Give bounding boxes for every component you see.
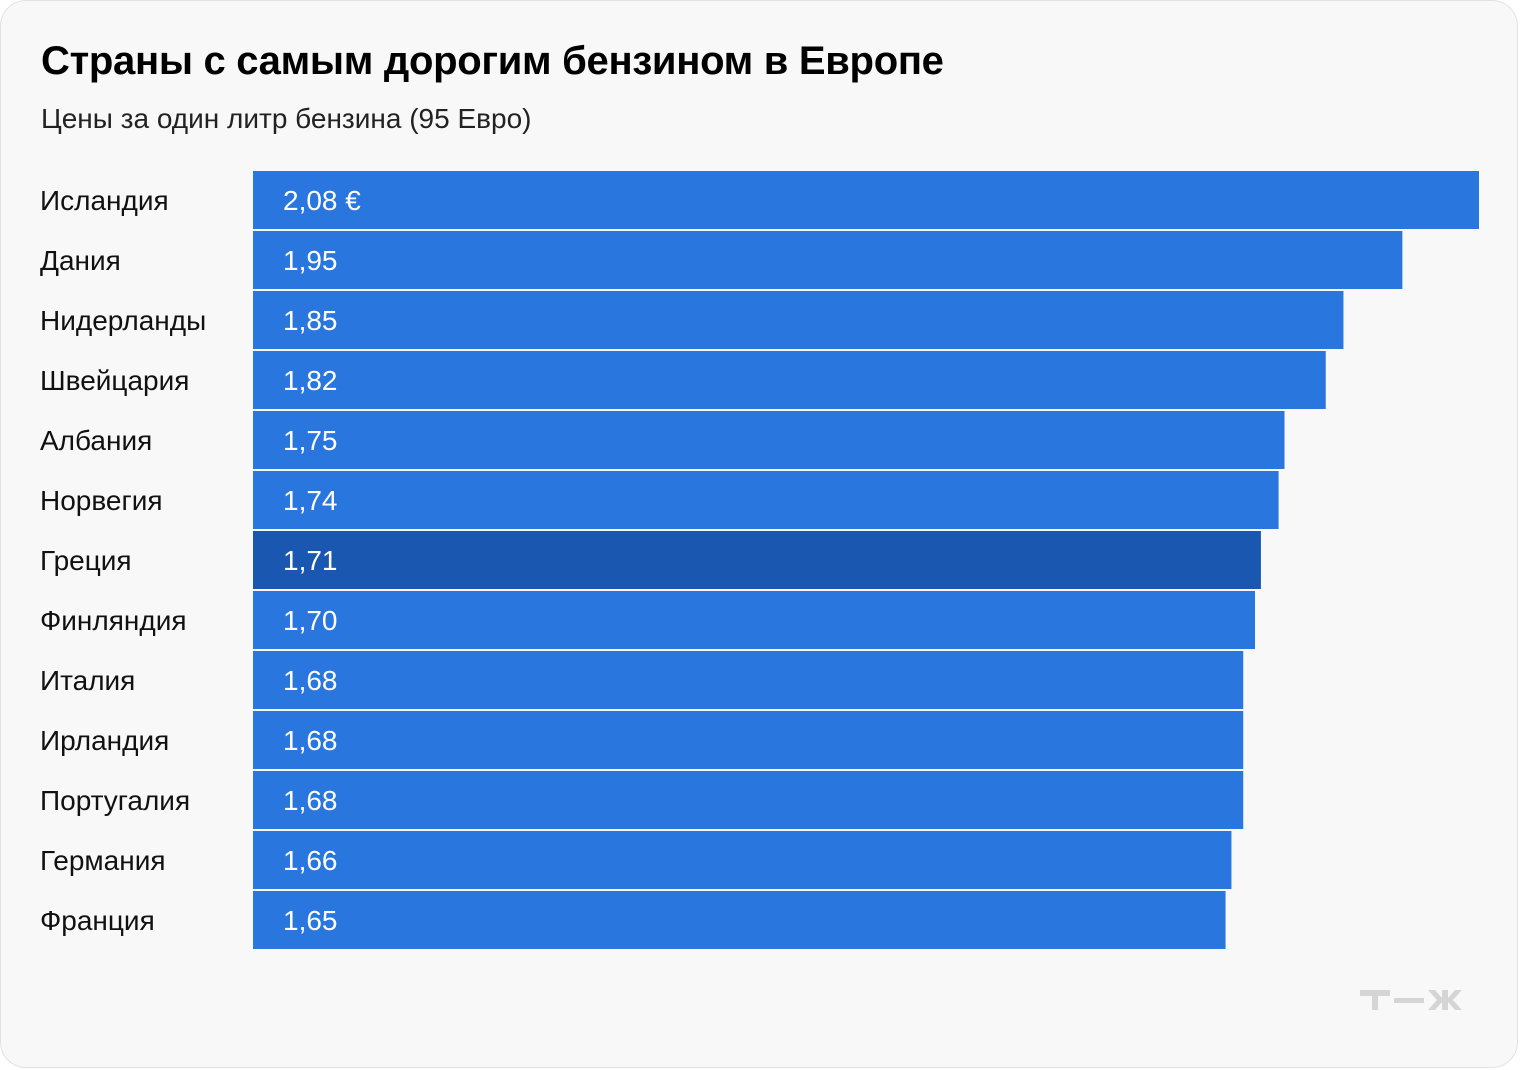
bar [253, 411, 1285, 469]
value-label: 1,66 [283, 845, 338, 876]
category-label: Албания [40, 425, 152, 456]
category-label: Германия [40, 845, 166, 876]
bar [253, 291, 1344, 349]
value-label: 1,75 [283, 425, 338, 456]
value-label: 1,82 [283, 365, 338, 396]
value-label: 1,68 [283, 665, 338, 696]
bar [253, 351, 1326, 409]
value-label: 1,70 [283, 605, 338, 636]
value-label: 1,95 [283, 245, 338, 276]
category-label: Нидерланды [40, 305, 206, 336]
category-label: Ирландия [40, 725, 169, 756]
value-label: 1,71 [283, 545, 338, 576]
category-label: Греция [40, 545, 132, 576]
bar [253, 231, 1403, 289]
category-label: Португалия [40, 785, 190, 816]
chart-subtitle: Цены за один литр бензина (95 Евро) [41, 103, 532, 134]
category-label: Франция [40, 905, 155, 936]
bar [253, 171, 1479, 229]
category-label: Норвегия [40, 485, 163, 516]
tzh-logo-icon [1360, 990, 1462, 1010]
value-label: 1,85 [283, 305, 338, 336]
value-label: 1,68 [283, 725, 338, 756]
bar [253, 771, 1244, 829]
value-label: 2,08 € [283, 185, 361, 216]
chart-title: Страны с самым дорогим бензином в Европе [41, 39, 944, 83]
category-label: Швейцария [40, 365, 189, 396]
bar [253, 831, 1232, 889]
bar [253, 711, 1244, 769]
category-label: Дания [40, 245, 121, 276]
category-label: Исландия [40, 185, 169, 216]
bar [253, 891, 1226, 949]
bar [253, 651, 1244, 709]
value-label: 1,74 [283, 485, 338, 516]
category-label: Италия [40, 665, 135, 696]
bar [253, 591, 1256, 649]
bar [253, 471, 1279, 529]
value-label: 1,65 [283, 905, 338, 936]
category-label: Финляндия [40, 605, 187, 636]
bar-highlighted [253, 531, 1261, 589]
value-label: 1,68 [283, 785, 338, 816]
